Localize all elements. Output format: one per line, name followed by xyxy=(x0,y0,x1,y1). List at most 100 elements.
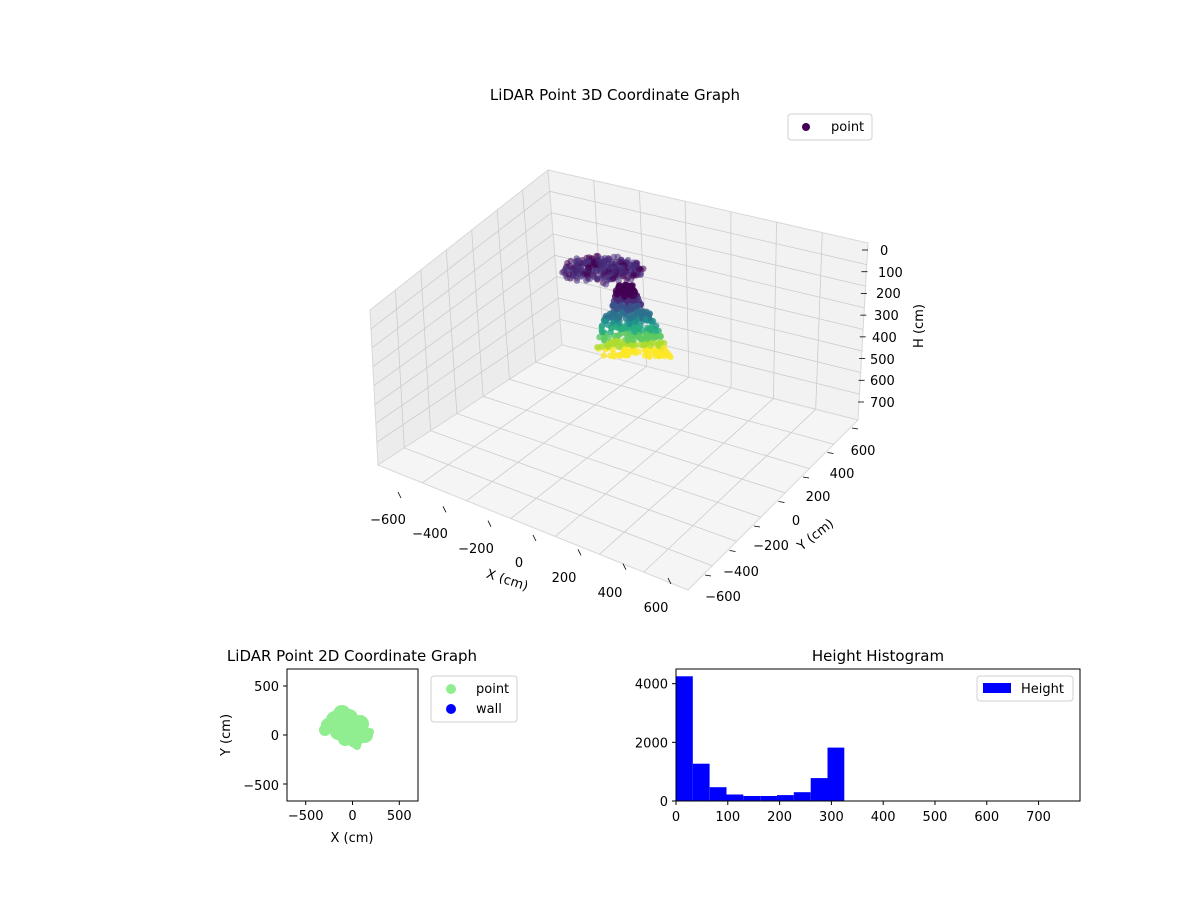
histogram-bar xyxy=(810,778,828,801)
y-tick xyxy=(827,452,834,454)
x-tick-label: 500 xyxy=(387,809,412,824)
x-tick-label: 100 xyxy=(715,810,740,825)
chart-3d: LiDAR Point 3D Coordinate Graph −600 −40… xyxy=(369,86,927,616)
y-tick xyxy=(729,550,736,552)
gridline xyxy=(374,276,862,405)
y-tick xyxy=(851,427,859,430)
x-tick-label: 0 xyxy=(515,556,523,571)
point-3d xyxy=(618,286,626,294)
legend-marker-point xyxy=(802,123,810,131)
point-3d xyxy=(609,275,617,283)
point-3d xyxy=(599,264,606,271)
gridline xyxy=(522,189,834,445)
point-3d xyxy=(635,266,643,273)
gridline xyxy=(375,297,861,424)
point-3d xyxy=(600,337,608,344)
x-tick-label: 600 xyxy=(974,810,999,825)
point-3d xyxy=(622,330,630,337)
point-3d xyxy=(620,310,627,317)
x-tick-label: 400 xyxy=(871,810,896,825)
point-3d xyxy=(604,321,611,328)
point-3d xyxy=(572,258,579,265)
legend-marker-wall xyxy=(446,704,456,714)
point-3d xyxy=(607,329,614,336)
z-axis-3d: 0 100 200 300 400 500 600 700 H (cm) xyxy=(870,244,927,411)
gridline xyxy=(370,190,867,330)
point-3d xyxy=(629,273,636,280)
x-tick xyxy=(532,534,537,542)
point-3d xyxy=(655,339,662,347)
gridline xyxy=(395,289,713,567)
z-tick-label: 500 xyxy=(870,353,895,368)
point-2d xyxy=(366,728,374,736)
y-axis-label-3d: Y (cm) xyxy=(794,516,837,554)
point-2d xyxy=(353,742,361,750)
point-3d xyxy=(625,297,632,304)
point-3d xyxy=(638,336,646,343)
point-2d xyxy=(319,724,331,736)
y-tick-label: −500 xyxy=(243,779,279,794)
point-3d xyxy=(652,328,659,335)
x-tick-label: −200 xyxy=(458,542,494,557)
gridline xyxy=(599,222,777,555)
histogram-bar xyxy=(743,796,761,801)
y-tick-label: 0 xyxy=(660,795,668,810)
point-3d xyxy=(631,262,638,269)
x-tick-label: 600 xyxy=(644,601,669,616)
legend-swatch-height xyxy=(983,683,1011,693)
x-axis-histogram: 0 100 200 300 400 500 600 700 xyxy=(672,801,1051,825)
histogram-bar xyxy=(709,787,727,801)
legend-box xyxy=(976,675,1074,702)
point-3d xyxy=(600,352,607,359)
point-3d xyxy=(614,305,621,312)
point-3d xyxy=(632,303,639,310)
x-tick xyxy=(622,563,627,570)
point-3d xyxy=(599,329,606,336)
x-tick-label: 400 xyxy=(598,586,623,601)
grid-3d xyxy=(370,180,868,585)
point-3d xyxy=(629,342,636,349)
z-tick-label: 0 xyxy=(880,244,888,259)
z-tick-label: 300 xyxy=(874,309,899,324)
point-3d xyxy=(637,271,644,278)
z-axis-label-3d: H (cm) xyxy=(912,304,927,348)
y-tick xyxy=(802,476,810,479)
y-tick-label: 4000 xyxy=(635,678,668,693)
x-tick-label: −600 xyxy=(370,513,406,528)
chart-2d-title: LiDAR Point 2D Coordinate Graph xyxy=(227,647,477,665)
point-3d xyxy=(637,309,644,316)
point-2d xyxy=(340,709,358,727)
point-3d xyxy=(609,302,616,310)
point-cloud-2d xyxy=(319,705,374,750)
x-tick xyxy=(577,549,582,556)
y-tick-label: −600 xyxy=(705,590,741,605)
gridline xyxy=(372,233,865,368)
point-2d xyxy=(338,732,352,746)
y-tick-label: −400 xyxy=(723,565,759,580)
point-3d xyxy=(647,342,654,349)
gridline xyxy=(643,232,823,573)
point-3d xyxy=(621,325,629,332)
chart-3d-title: LiDAR Point 3D Coordinate Graph xyxy=(490,86,740,104)
point-3d xyxy=(593,267,600,275)
point-3d xyxy=(630,313,638,320)
point-3d xyxy=(653,333,661,340)
point-3d xyxy=(562,266,569,273)
point-3d xyxy=(585,264,593,271)
gridline xyxy=(466,190,647,502)
gridline xyxy=(496,209,810,469)
x-tick-label: −500 xyxy=(288,809,324,824)
x-axis-label-3d: X (cm) xyxy=(484,567,530,595)
y-tick xyxy=(753,525,761,528)
x-tick xyxy=(667,577,672,585)
x-tick-label: 300 xyxy=(819,810,844,825)
y-axis-histogram: 0 2000 4000 xyxy=(635,678,676,810)
legend-2d: point wall xyxy=(430,675,518,723)
x-tick-label: 500 xyxy=(923,810,948,825)
histogram-bar xyxy=(827,747,845,801)
point-3d xyxy=(611,268,618,275)
histogram-bar xyxy=(676,676,693,801)
z-tick-label: 200 xyxy=(876,287,901,302)
point-3d xyxy=(612,323,619,331)
